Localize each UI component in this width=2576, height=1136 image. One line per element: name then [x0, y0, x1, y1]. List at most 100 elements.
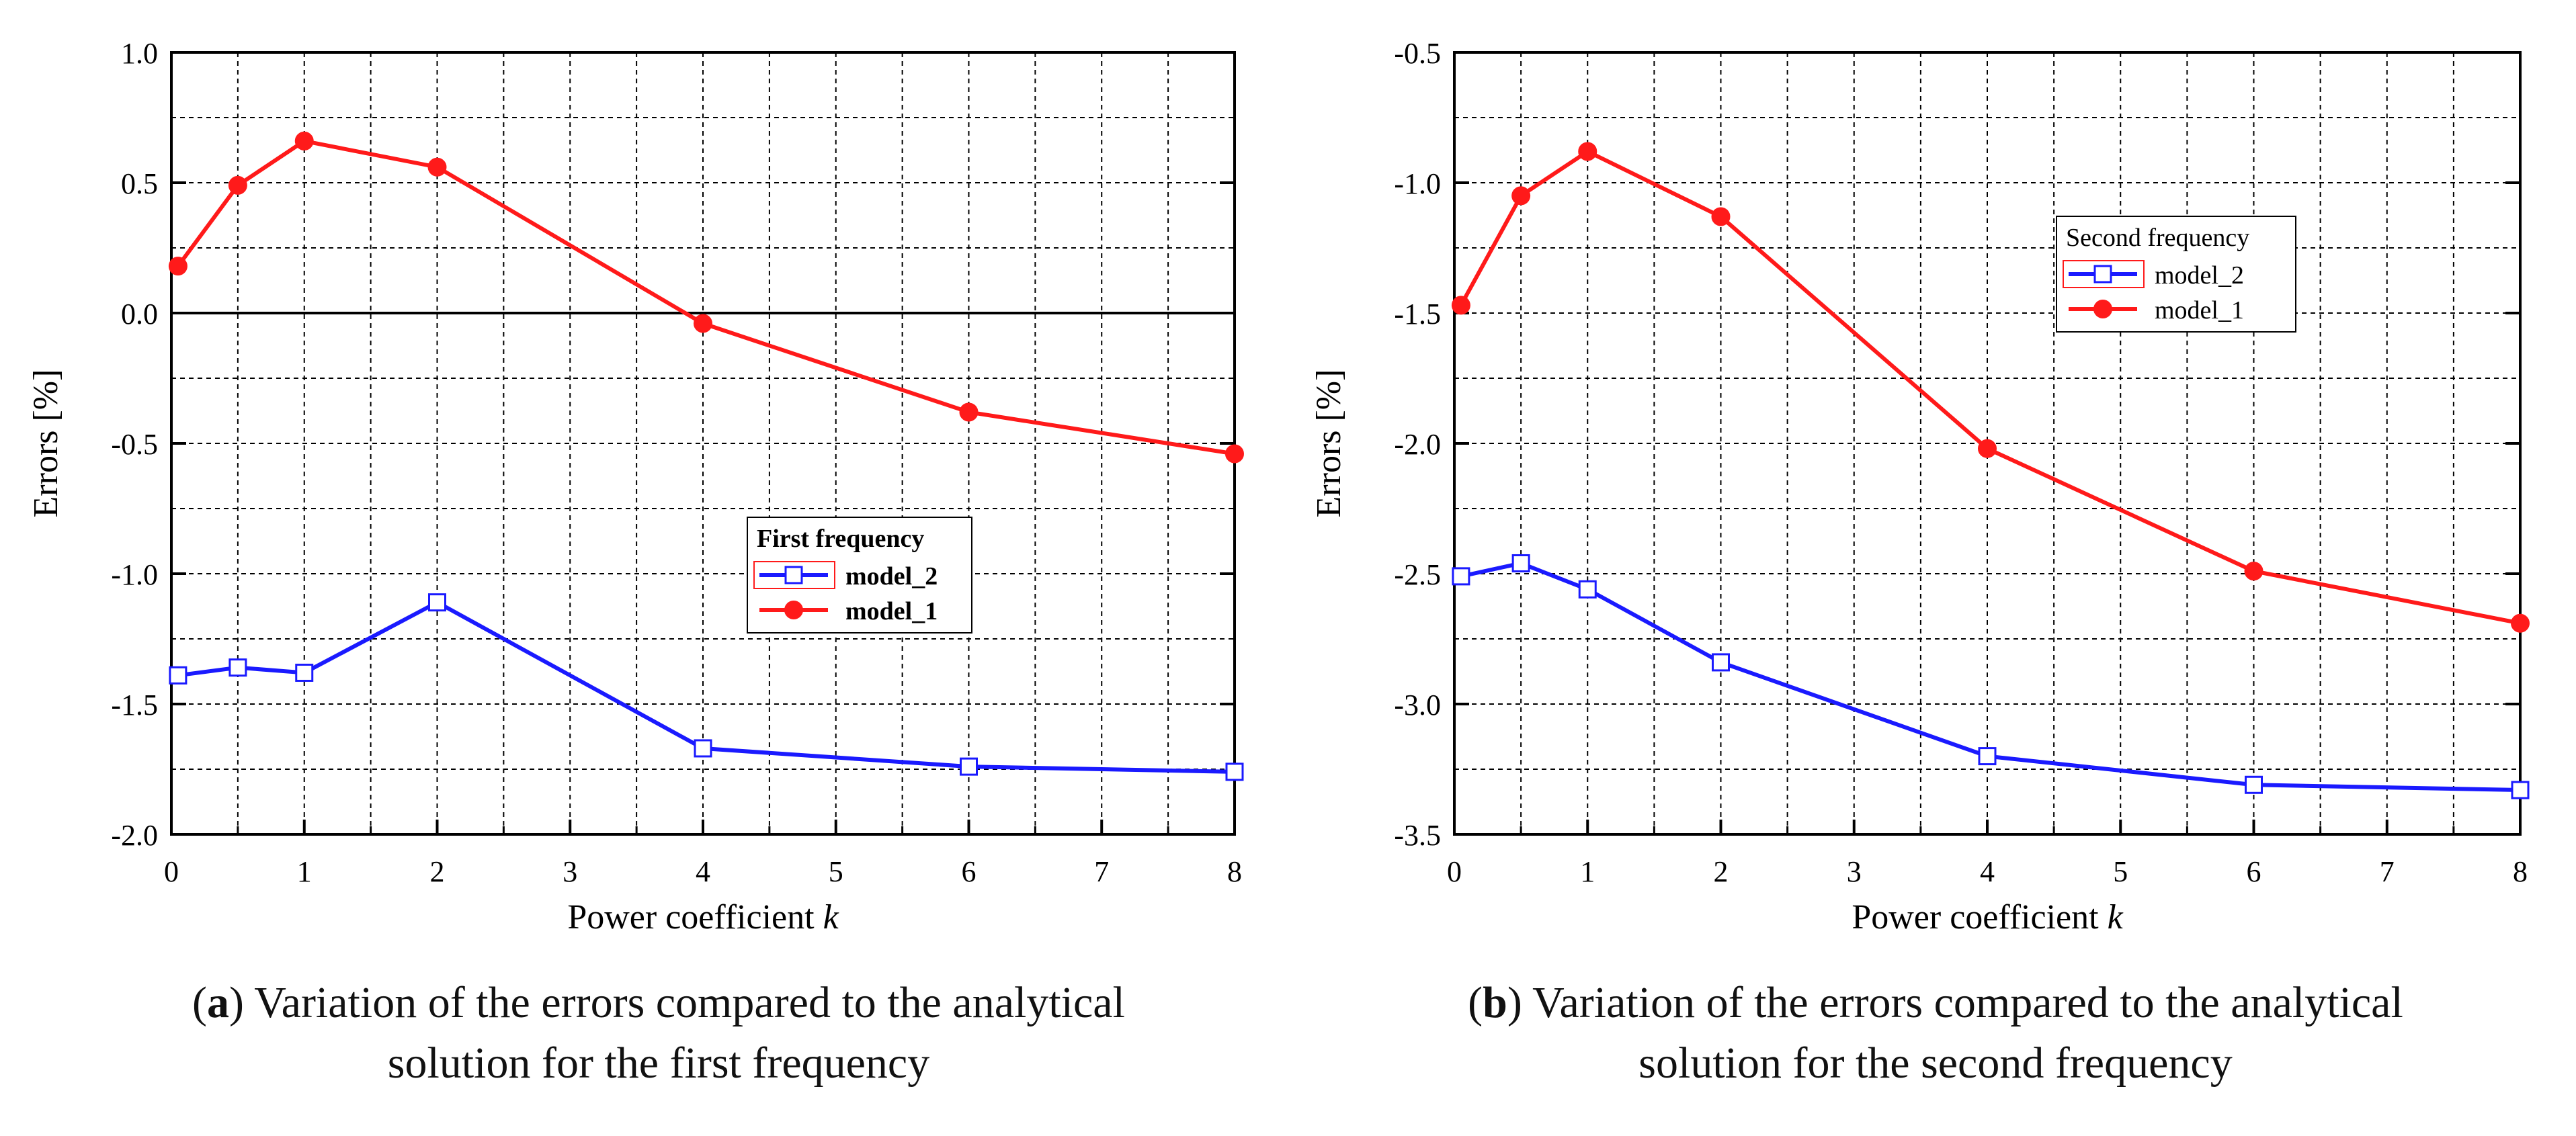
grid-a: [171, 52, 1235, 834]
x-axis-label-a: Power coefficient k: [567, 898, 839, 936]
chart-b: 0 1 2 3 4 5 6 7 8 -3.5 -3.0 -2.5 -2.0 -1.5 -1.0 -0.5 Pow…: [1310, 37, 2530, 936]
data-point-model_2: [694, 739, 712, 758]
x-tick-label: 5: [2113, 855, 2128, 888]
y-tick-label: -3.0: [1394, 689, 1441, 722]
data-point-model_2: [228, 658, 247, 677]
data-point-model_1: [427, 157, 447, 177]
data-point-model_2: [1978, 747, 1997, 766]
y-tick-label: -1.0: [1394, 167, 1441, 200]
caption-b-label: b: [1483, 978, 1507, 1027]
data-point-model_2: [1578, 580, 1597, 599]
x-axis-label-b: Power coefficient k: [1852, 898, 2123, 936]
data-point-model_1: [1711, 207, 1731, 226]
x-tick-label: 3: [1847, 855, 1862, 888]
legend-marker-model_1: [2093, 300, 2112, 318]
data-point-model_1: [1511, 186, 1531, 206]
series-group-a: [168, 131, 1244, 781]
x-tick-label: 2: [1714, 855, 1729, 888]
x-axis-label-text: Power coefficient: [1852, 898, 2107, 936]
legend-marker-model_2: [2093, 265, 2112, 283]
legend-title: Second frequency: [2066, 224, 2249, 252]
y-tick-label: -0.5: [1394, 37, 1441, 70]
y-tick-label: -1.5: [1394, 298, 1441, 331]
y-tick-label: -2.0: [1394, 428, 1441, 461]
x-tick-label: 6: [2247, 855, 2261, 888]
x-tick-label: 1: [1580, 855, 1595, 888]
x-tick-label: 4: [1980, 855, 1995, 888]
data-point-model_1: [2244, 562, 2263, 581]
y-axis-label-b: Errors [%]: [1310, 369, 1348, 518]
x-tick-label: 6: [962, 855, 977, 888]
legend-a: First frequency model_2 model_1: [747, 517, 972, 633]
data-point-model_1: [168, 257, 188, 276]
data-point-model_2: [428, 593, 446, 612]
legend-marker-model_2: [784, 566, 803, 584]
x-tick-label: 8: [1227, 855, 1242, 888]
caption-b-line1: (b) Variation of the errors compared to …: [1468, 978, 2403, 1027]
caption-b-text1: ) Variation of the errors compared to th…: [1507, 978, 2403, 1027]
data-point-model_2: [1452, 567, 1470, 586]
data-point-model_2: [1225, 762, 1244, 781]
data-point-model_1: [1978, 439, 1997, 458]
x-axis-label-var: k: [2108, 898, 2124, 936]
x-tick-label: 7: [2380, 855, 2395, 888]
x-tick-label: 3: [563, 855, 577, 888]
legend-label-model_1: model_1: [2155, 296, 2244, 324]
chart-a: 0 1 2 3 4 5 6 7 8 -2.0 -1.5 -1.0 -0.5 0.0 0.5 1.0 Power …: [27, 37, 1244, 936]
x-tick-label: 0: [1447, 855, 1462, 888]
data-point-model_1: [294, 131, 314, 150]
data-point-model_2: [1712, 653, 1730, 672]
data-point-model_2: [2511, 781, 2530, 799]
x-tick-label: 2: [430, 855, 445, 888]
data-point-model_1: [2511, 613, 2530, 633]
data-point-model_2: [295, 663, 314, 682]
y-tick-label: 0.0: [121, 298, 158, 331]
caption-b: (b) Variation of the errors compared to …: [1364, 973, 2507, 1094]
x-tick-label: 4: [696, 855, 710, 888]
grid-b: [1454, 52, 2520, 834]
x-axis-label-text: Power coefficient: [567, 898, 823, 936]
y-tick-label: -1.0: [111, 558, 158, 591]
caption-a-label: a: [207, 978, 230, 1027]
data-point-model_1: [1225, 444, 1244, 464]
data-point-model_1: [959, 402, 979, 422]
legend-label-model_2: model_2: [2155, 261, 2244, 290]
caption-a-text1: ) Variation of the errors compared to th…: [229, 978, 1125, 1027]
y-tick-label: 0.5: [121, 167, 158, 200]
x-tick-label: 1: [297, 855, 312, 888]
series-group-b: [1451, 142, 2530, 799]
legend-highlight-box: [753, 561, 835, 589]
data-point-model_1: [1578, 142, 1597, 161]
legend-label-model_1: model_1: [845, 597, 938, 625]
x-tick-label: 0: [164, 855, 179, 888]
legend-label-model_2: model_2: [845, 562, 938, 591]
legend-marker-model_1: [784, 601, 803, 619]
series-line-model_1: [1459, 149, 2521, 625]
legend-highlight-box: [2063, 260, 2145, 288]
x-tick-label: 7: [1094, 855, 1109, 888]
caption-a-line1: (a) Variation of the errors compared to …: [192, 978, 1125, 1027]
caption-b-line2: solution for the second frequency: [1638, 1039, 2233, 1088]
y-tick-label: 1.0: [121, 37, 158, 70]
x-tick-label: 5: [829, 855, 843, 888]
y-tick-label: -3.5: [1394, 819, 1441, 852]
y-axis-label-a: Errors [%]: [27, 369, 65, 518]
x-axis-label-var: k: [823, 898, 839, 936]
data-point-model_1: [1451, 296, 1470, 315]
legend-title: First frequency: [757, 525, 924, 553]
caption-a-line2: solution for the first frequency: [387, 1039, 930, 1088]
data-point-model_1: [228, 175, 247, 195]
data-point-model_2: [169, 666, 188, 685]
series-line-model_1: [176, 138, 1235, 456]
legend-b: Second frequency model_2 model_1: [2056, 216, 2296, 333]
data-point-model_2: [960, 757, 978, 776]
y-tick-label: -1.5: [111, 689, 158, 722]
caption-a: (a) Variation of the errors compared to …: [87, 973, 1230, 1094]
x-tick-label: 8: [2513, 855, 2528, 888]
y-tick-label: -2.0: [111, 819, 158, 852]
y-tick-label: -0.5: [111, 428, 158, 461]
data-point-model_1: [694, 314, 712, 333]
data-point-model_2: [1511, 554, 1530, 572]
data-point-model_2: [2245, 775, 2263, 794]
